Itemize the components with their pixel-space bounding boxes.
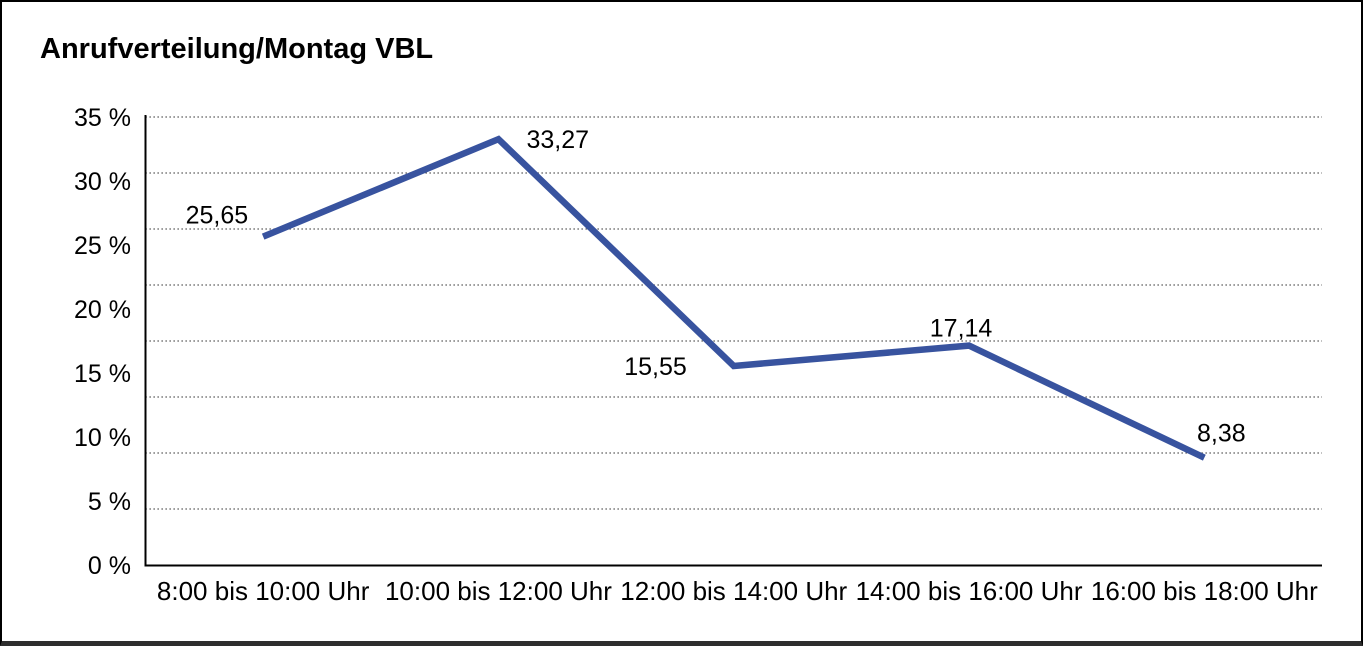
x-axis-label: 16:00 bis 18:00 Uhr (1091, 576, 1318, 606)
y-axis-tick-label: 0 % (88, 552, 131, 580)
data-value-label: 8,38 (1197, 420, 1246, 448)
data-value-label: 17,14 (930, 315, 993, 343)
y-axis-tick-label: 25 % (74, 232, 131, 260)
chart-title: Anrufverteilung/Montag VBL (40, 33, 434, 65)
y-axis-tick-label: 10 % (74, 424, 131, 452)
y-axis-tick-label: 35 % (74, 104, 131, 132)
data-value-label: 33,27 (526, 126, 589, 154)
y-axis-tick-label: 5 % (88, 488, 131, 516)
y-axis-tick-label: 20 % (74, 296, 131, 324)
x-axis-label: 14:00 bis 16:00 Uhr (856, 576, 1083, 606)
data-value-label: 15,55 (624, 353, 687, 381)
data-value-label: 25,65 (186, 202, 249, 230)
data-line (261, 135, 1206, 461)
y-axis-tick-label: 15 % (74, 360, 131, 388)
x-axis-label: 8:00 bis 10:00 Uhr (157, 576, 370, 606)
x-axis-label: 10:00 bis 12:00 Uhr (385, 576, 612, 606)
x-axis-label: 12:00 bis 14:00 Uhr (620, 576, 847, 606)
y-axis-tick-label: 30 % (74, 168, 131, 196)
